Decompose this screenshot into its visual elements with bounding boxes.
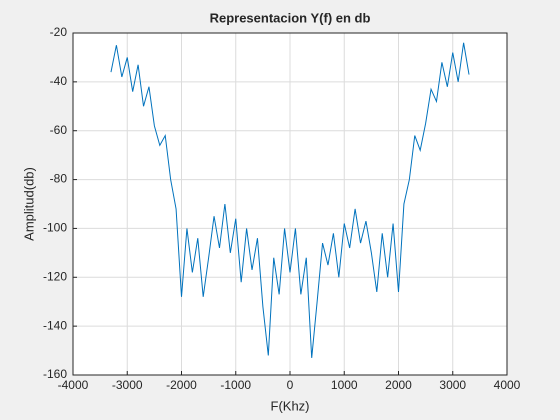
x-tick-label: 0 — [287, 378, 294, 392]
y-tick-label: -40 — [50, 74, 68, 88]
plot — [110, 42, 470, 358]
y-tick-label: -140 — [43, 318, 67, 332]
x-tick-label: 1000 — [331, 378, 358, 392]
x-tick-label: 2000 — [385, 378, 412, 392]
x-tick-label: 3000 — [439, 378, 466, 392]
y-tick-label: -160 — [43, 367, 67, 381]
x-axis-label: F(Khz) — [271, 398, 310, 413]
y-tick-label: -80 — [50, 172, 68, 186]
y-tick-label: -60 — [50, 123, 68, 137]
chart-title: Representacion Y(f) en db — [210, 10, 371, 25]
data-line — [110, 42, 470, 358]
x-tick-label: -3000 — [112, 378, 143, 392]
x-tick-label: -4000 — [58, 378, 89, 392]
y-tick-label: -120 — [43, 269, 67, 283]
y-tick-label: -20 — [50, 25, 68, 39]
y-axis-label: Amplitud(db) — [21, 167, 36, 241]
y-tick-label: -100 — [43, 221, 67, 235]
x-tick-label: 4000 — [494, 378, 521, 392]
x-tick-label: -1000 — [220, 378, 251, 392]
x-tick-label: -2000 — [166, 378, 197, 392]
